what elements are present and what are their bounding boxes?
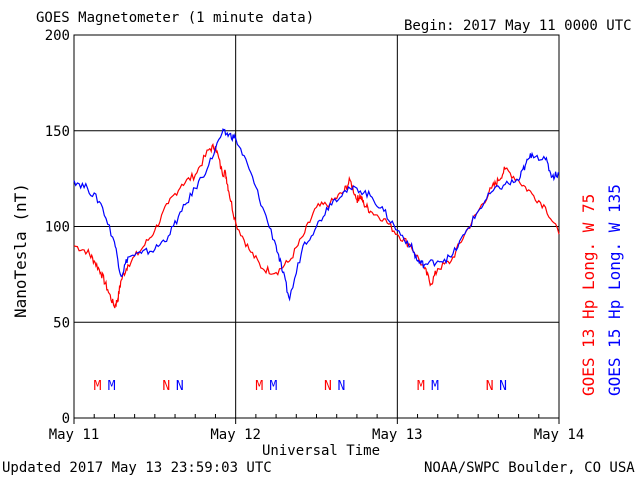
x-axis-label: Universal Time xyxy=(262,443,381,459)
marker-m: M xyxy=(269,379,277,394)
marker-m: M xyxy=(417,379,425,394)
plot-frame xyxy=(73,34,560,419)
updated-timestamp: Updated 2017 May 13 23:59:03 UTC xyxy=(2,460,272,476)
marker-m: M xyxy=(255,379,263,394)
marker-n: N xyxy=(324,379,332,394)
y-tick-label: 200 xyxy=(45,28,70,44)
y-axis-label: NanoTesla (nT) xyxy=(11,183,30,318)
marker-n: N xyxy=(176,379,184,394)
x-tick-label: May 11 xyxy=(49,427,100,443)
x-tick-label: May 13 xyxy=(372,427,423,443)
y-tick-label: 150 xyxy=(45,124,70,140)
marker-n: N xyxy=(499,379,507,394)
chart-title: GOES Magnetometer (1 minute data) xyxy=(36,10,315,26)
legend-goes15: GOES 15 Hp Long. W 135 xyxy=(605,184,624,396)
marker-m: M xyxy=(108,379,116,394)
series-line-goes15 xyxy=(73,128,559,302)
legend-goes13: GOES 13 Hp Long. W 75 xyxy=(579,193,598,396)
y-tick-label: 0 xyxy=(62,411,70,427)
x-tick-label: May 14 xyxy=(534,427,585,443)
y-tick-label: 100 xyxy=(45,220,70,236)
marker-n: N xyxy=(338,379,346,394)
marker-m: M xyxy=(94,379,102,394)
marker-m: M xyxy=(431,379,439,394)
marker-n: N xyxy=(486,379,494,394)
marker-n: N xyxy=(162,379,170,394)
y-tick-label: 50 xyxy=(53,315,70,331)
x-tick-label: May 12 xyxy=(210,427,261,443)
begin-time: Begin: 2017 May 11 0000 UTC xyxy=(404,18,632,34)
credit-text: NOAA/SWPC Boulder, CO USA xyxy=(424,460,635,476)
